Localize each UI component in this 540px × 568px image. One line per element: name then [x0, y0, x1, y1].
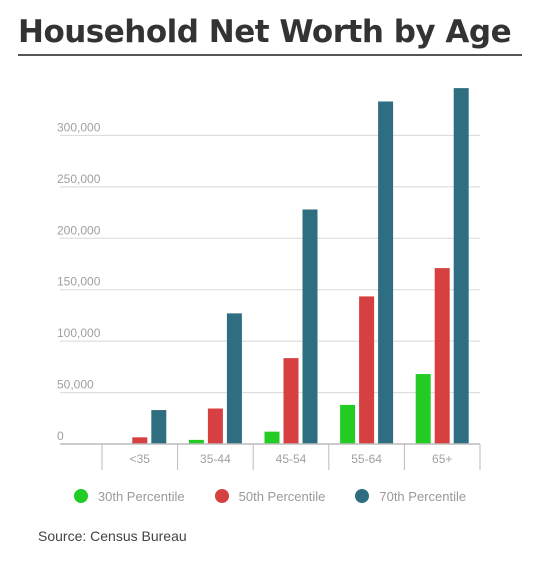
- x-tick-label: 45-54: [276, 452, 307, 466]
- legend: 30th Percentile 50th Percentile 70th Per…: [0, 486, 540, 506]
- bar-70th-1: [226, 313, 242, 444]
- x-tick-label: <35: [130, 452, 151, 466]
- legend-swatch-30th: [73, 489, 88, 503]
- bar-chart: 0 50,000 100,000 150,000 200,000 250,000 300,0…: [57, 88, 481, 470]
- legend-item-30th: 30th Percentile: [73, 486, 185, 506]
- bar-30th-1: [188, 439, 204, 444]
- bar-50th-4: [434, 268, 450, 444]
- title-underline: [18, 54, 522, 56]
- bar-30th-4: [415, 374, 431, 444]
- legend-item-50th: 50th Percentile: [214, 486, 326, 506]
- bar-70th-4: [453, 88, 469, 444]
- y-tick-label: 250,000: [57, 172, 101, 186]
- bar-50th-2: [283, 358, 299, 444]
- legend-swatch-70th: [355, 489, 370, 503]
- y-tick-label: 300,000: [57, 120, 101, 134]
- x-tick-label: 65+: [432, 452, 452, 466]
- y-tick-label: 150,000: [57, 275, 101, 289]
- legend-label-30th: 30th Percentile: [97, 488, 185, 504]
- bar-50th-3: [359, 296, 375, 444]
- x-tick-label: 35-44: [200, 452, 231, 466]
- x-tick-label: 55-64: [351, 452, 382, 466]
- legend-label-50th: 50th Percentile: [238, 488, 326, 504]
- y-tick-label: 50,000: [57, 378, 94, 392]
- legend-item-70th: 70th Percentile: [355, 486, 466, 506]
- y-tick-label: 100,000: [57, 326, 101, 340]
- bar-70th-3: [378, 101, 394, 444]
- source-note: Source: Census Bureau: [38, 528, 187, 544]
- legend-label-70th: 70th Percentile: [379, 488, 467, 504]
- bar-30th-3: [340, 404, 356, 444]
- bar-70th-0: [151, 410, 167, 444]
- bar-30th-2: [264, 431, 280, 444]
- bar-50th-0: [132, 437, 148, 444]
- bar-70th-2: [302, 209, 318, 444]
- bar-50th-1: [207, 408, 223, 444]
- chart-title: Household Net Worth by Age: [18, 14, 512, 50]
- legend-swatch-50th: [214, 489, 229, 503]
- y-tick-label: 200,000: [57, 223, 101, 237]
- y-tick-label: 0: [57, 429, 64, 443]
